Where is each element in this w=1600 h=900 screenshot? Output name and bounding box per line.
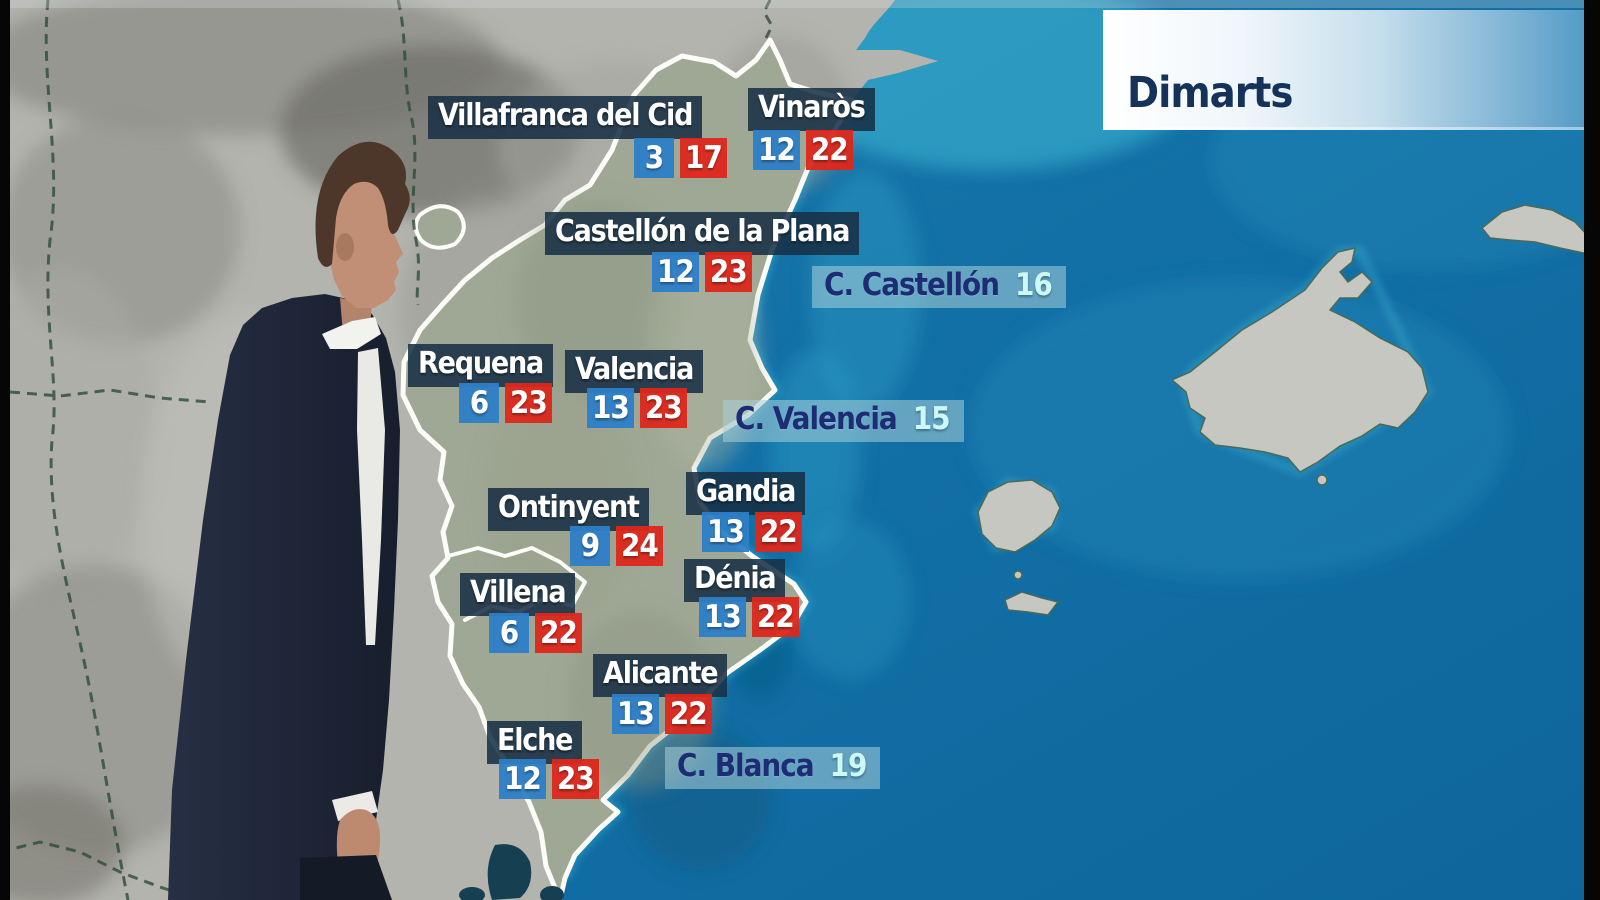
max-temp: 24 (616, 526, 663, 566)
coast-temp: 15 (912, 401, 951, 437)
city-label: Castellón de la Plana (545, 212, 860, 255)
coast-temp: 19 (829, 748, 868, 784)
city-temps: 12 23 (499, 759, 599, 799)
max-temp: 22 (535, 613, 582, 653)
island-ibiza (977, 479, 1061, 553)
max-temp: 23 (704, 252, 752, 292)
min-temp: 6 (489, 613, 529, 653)
city-temps: 3 17 (634, 138, 727, 178)
city-label: Valencia (565, 350, 704, 393)
presenter-suit (168, 294, 400, 900)
island-formentera (1004, 591, 1060, 616)
day-banner: Dimarts (1103, 10, 1600, 130)
coast-label: C. Castellón 16 (812, 266, 1066, 309)
city-label: Requena (408, 344, 553, 387)
city-temps: 13 23 (587, 388, 687, 428)
city-label: Elche (487, 721, 583, 764)
islands (977, 204, 1591, 616)
min-temp: 13 (702, 512, 749, 552)
province-borders (0, 0, 774, 900)
min-temp: 9 (570, 526, 610, 566)
max-temp: 17 (680, 138, 727, 178)
top-video-strip (0, 0, 1600, 8)
min-temp: 12 (652, 252, 699, 292)
max-temp: 22 (664, 694, 712, 734)
city-label: Gandia (686, 472, 806, 515)
islet (1013, 570, 1023, 580)
city-temps: 12 23 (652, 252, 752, 292)
coast-label: C. Blanca 19 (665, 747, 881, 790)
coast-lagoons (459, 844, 564, 900)
max-temp: 23 (505, 383, 552, 423)
max-temp: 22 (805, 130, 853, 170)
city-label: Vinaròs (748, 88, 875, 131)
city-temps: 13 22 (702, 512, 802, 552)
min-temp: 13 (699, 597, 746, 637)
city-temps: 9 24 (570, 526, 663, 566)
min-temp: 3 (634, 138, 674, 178)
coast-temp: 16 (1015, 267, 1053, 303)
island-cabrera (1316, 474, 1328, 486)
min-temp: 13 (587, 388, 634, 428)
city-label: Dénia (684, 559, 786, 602)
min-temp: 12 (753, 130, 800, 170)
presenter-collar (322, 317, 381, 349)
max-temp: 22 (751, 597, 799, 637)
city-temps: 6 22 (489, 613, 582, 653)
city-temps: 12 22 (753, 130, 853, 170)
max-temp: 23 (639, 388, 687, 428)
min-temp: 6 (459, 383, 499, 423)
island-mallorca (1170, 246, 1429, 473)
min-temp: 13 (612, 694, 659, 734)
presenter-shirt (357, 348, 385, 645)
min-temp: 12 (499, 759, 546, 799)
presenter (168, 141, 410, 900)
presenter-hair (315, 141, 410, 267)
city-label: Villena (460, 573, 576, 616)
max-temp: 22 (754, 512, 802, 552)
right-black-bar (1584, 0, 1600, 900)
day-name: Dimarts (1127, 68, 1293, 118)
city-temps: 6 23 (459, 383, 552, 423)
city-temps: 13 22 (612, 694, 712, 734)
city-label: Ontinyent (488, 488, 649, 531)
city-label: Villafranca del Cid (428, 96, 703, 139)
presenter-trousers (300, 855, 392, 900)
coast-label: C. Valencia 15 (723, 400, 964, 443)
ademuz-exclave (413, 204, 466, 250)
presenter-ear (336, 233, 354, 261)
city-label: Alicante (593, 654, 728, 697)
coast-name: C. Castellón (824, 267, 1000, 303)
left-black-bar (0, 0, 10, 900)
coast-name: C. Valencia (735, 401, 898, 437)
max-temp: 23 (551, 759, 599, 799)
presenter-face (330, 176, 403, 308)
city-temps: 13 22 (699, 597, 799, 637)
coast-name: C. Blanca (677, 748, 815, 784)
